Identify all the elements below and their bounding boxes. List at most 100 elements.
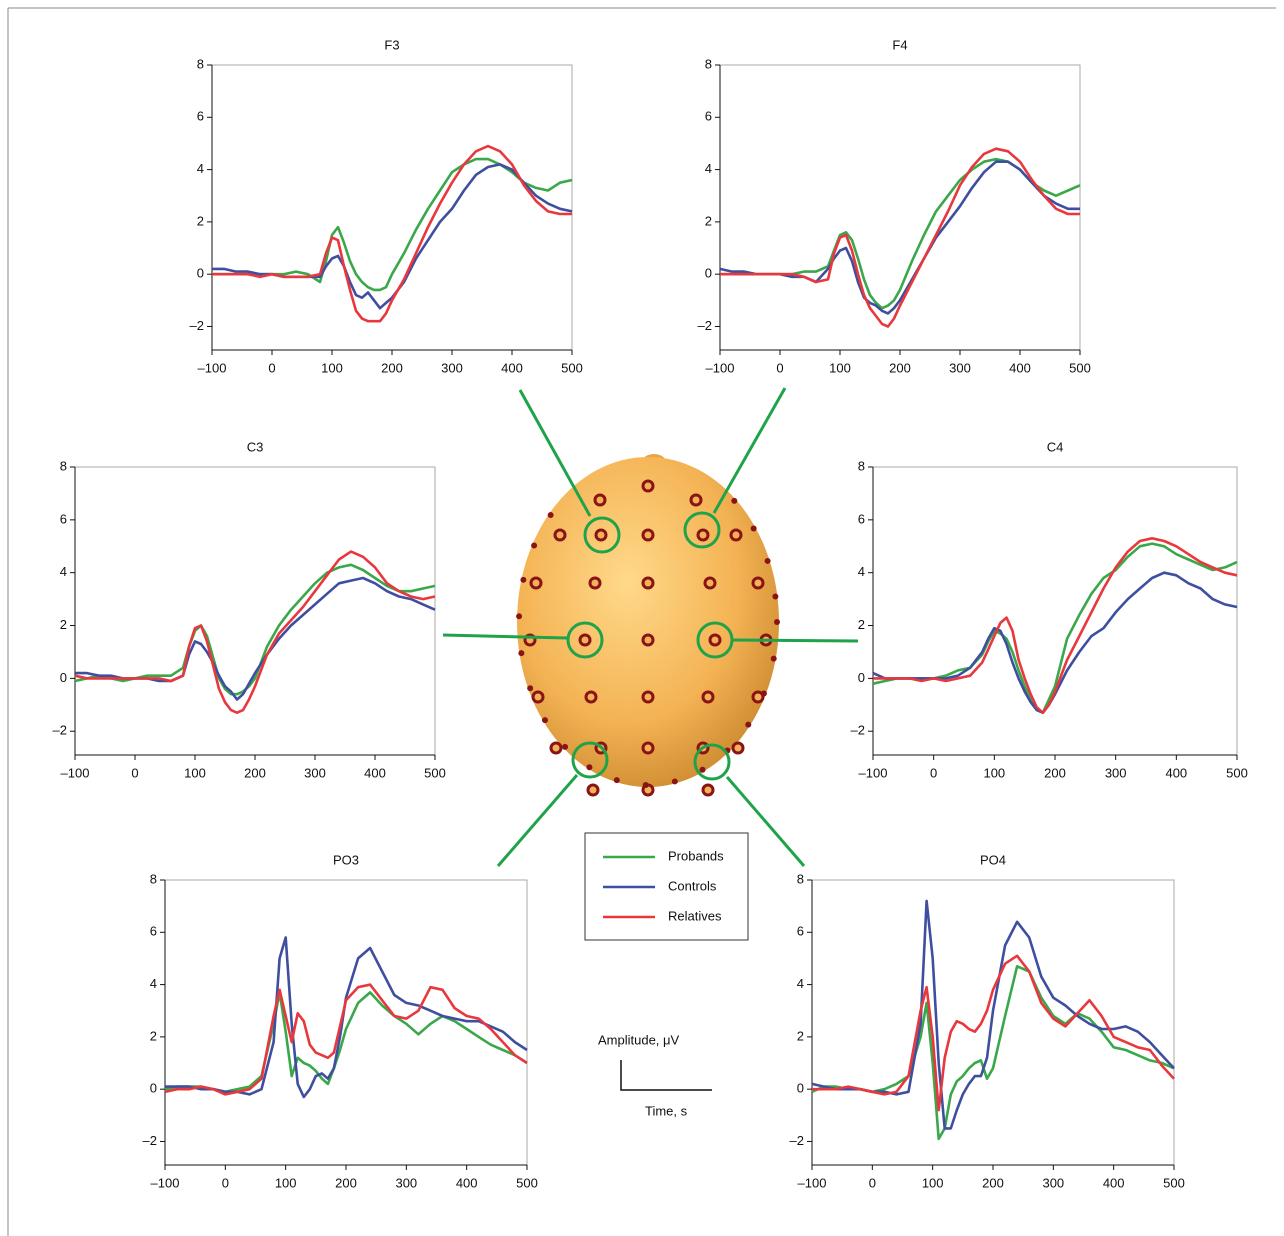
electrode-edge [745,721,752,728]
scale-y-label: Amplitude, μV [598,1032,680,1047]
x-tick-label: –100 [61,765,90,780]
y-tick-label: 8 [60,458,67,473]
electrode-highlight [571,741,609,779]
electrode-highlight [693,743,731,781]
chart-title: F4 [892,37,907,52]
series-line [74,563,436,696]
chart-title: C4 [1047,439,1064,454]
x-tick-label: 100 [829,360,851,375]
x-tick-label: 200 [335,1175,357,1190]
electrode-edge [520,576,527,583]
x-tick-label: 400 [1103,1175,1125,1190]
y-tick-label: 6 [705,109,712,124]
y-tick-label: 8 [197,56,204,71]
electrode [594,528,608,542]
x-tick-label: 0 [222,1175,229,1190]
x-tick-label: 0 [869,1175,876,1190]
x-tick-label: 200 [1044,765,1066,780]
electrode-edge [699,766,706,773]
plot-frame [74,466,436,756]
electrode-edge [671,778,678,785]
electrode-edge [731,497,738,504]
x-tick-label: 400 [1165,765,1187,780]
y-tick-label: 0 [150,1081,157,1096]
head [517,457,779,787]
x-tick-label: 0 [930,765,937,780]
x-tick-label: 400 [364,765,386,780]
electrode-highlight [566,621,604,659]
connector [442,633,568,640]
electrode [641,576,655,590]
electrode [731,741,745,755]
connector [725,776,806,867]
electrode-edge [613,777,620,784]
legend-label: Controls [668,878,717,893]
x-tick-label: 500 [1163,1175,1185,1190]
series-line [212,163,573,310]
x-tick-label: –100 [798,1175,827,1190]
y-tick-label: 4 [150,976,157,991]
electrode [641,633,655,647]
electrode [703,576,717,590]
x-tick-label: 300 [1042,1175,1064,1190]
electrode [701,783,715,797]
series-line [811,965,1175,1141]
x-tick-label: 100 [184,765,206,780]
x-tick-label: 500 [1069,360,1091,375]
x-tick-label: 200 [982,1175,1004,1190]
series-line [212,144,572,323]
y-tick-label: 6 [858,511,865,526]
connector [732,638,859,643]
y-tick-label: 4 [197,161,204,176]
y-tick-label: 4 [858,564,865,579]
electrode [701,690,715,704]
x-tick-label: –100 [151,1175,180,1190]
electrode-highlight [683,511,721,549]
electrode [708,633,722,647]
x-tick-label: –100 [706,360,735,375]
x-tick-label: 300 [1105,765,1127,780]
x-tick-label: 500 [1226,765,1248,780]
connector [496,774,579,867]
x-tick-label: 0 [776,360,783,375]
electrode [641,690,655,704]
x-tick-label: 400 [501,360,523,375]
x-tick-label: –100 [198,360,227,375]
x-tick-label: 500 [516,1175,538,1190]
chart: F3 –2 0 2 4 6 8 –100 0 100 200 300 400 500 [190,37,583,375]
electrode-edge [770,655,777,662]
y-tick-label: 4 [705,161,712,176]
y-tick-label: 2 [150,1028,157,1043]
series-line [720,147,1080,328]
x-tick-label: 0 [268,360,275,375]
y-tick-label: 0 [858,670,865,685]
y-tick-label: –2 [851,723,865,738]
electrode [529,576,543,590]
legend: Probands Controls Relatives [603,848,724,923]
chart-title: F3 [384,37,399,52]
y-tick-label: 6 [797,924,804,939]
electrode-edge [541,717,548,724]
x-tick-label: 300 [304,765,326,780]
chart: PO3 –2 0 2 4 6 8 –100 0 100 200 300 400 500 [143,852,538,1190]
electrode [578,633,592,647]
electrode [584,690,598,704]
x-tick-label: 300 [395,1175,417,1190]
electrode [641,528,655,542]
series-line [212,157,573,292]
electrode [751,690,765,704]
connectors [442,387,859,867]
electrode-edge [516,613,523,620]
plot-frame [872,466,1238,756]
electrode [696,528,710,542]
scale-bar [620,1060,712,1091]
electrode [549,741,563,755]
chart: C4 –2 0 2 4 6 8 –100 0 100 200 300 400 500 [851,439,1248,780]
electrode [751,576,765,590]
head-diagram [516,454,780,797]
series-line [720,157,1081,310]
y-tick-label: –2 [143,1133,157,1148]
electrode-edge [547,512,554,519]
electrode-highlight [583,516,621,554]
